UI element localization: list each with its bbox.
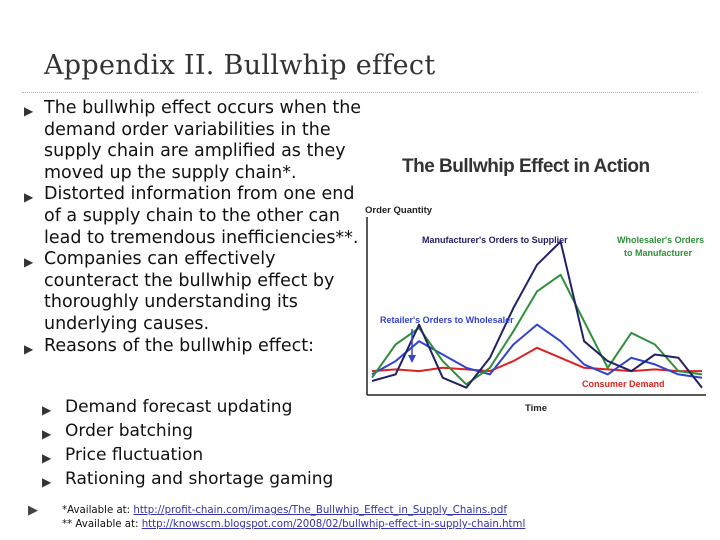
- bullet-arrow-icon: ▶: [24, 104, 34, 118]
- bullet-arrow-icon: ▶: [42, 427, 52, 441]
- y-axis-label: Order Quantity: [365, 205, 433, 216]
- series-line-2: [371, 273, 703, 386]
- bullet-text: The bullwhip effect occurs when the dema…: [44, 98, 362, 183]
- bullet-text: Companies can effectively counteract the…: [44, 249, 335, 334]
- bullet-arrow-icon: ▶: [42, 475, 52, 489]
- footnote-arrow-icon: ▶: [28, 503, 38, 518]
- footnote-2: ** Available at: http://knowscm.blogspot…: [28, 518, 708, 532]
- legend-label-manufacturer: Manufacturer's Orders to Supplier: [422, 235, 568, 245]
- bullet-text: Reasons of the bullwhip effect:: [44, 335, 315, 356]
- footnotes: ▶ *Available at: http://profit-chain.com…: [28, 504, 708, 532]
- sub-bullet-item: ▶ Demand forecast updating: [42, 395, 333, 419]
- footnote-2-prefix: ** Available at:: [62, 519, 142, 530]
- slide-title: Appendix II. Bullwhip effect: [44, 50, 436, 81]
- bullet-item: ▶ Companies can effectively counteract th…: [24, 249, 364, 335]
- footnote-2-link[interactable]: http://knowscm.blogspot.com/2008/02/bull…: [141, 519, 526, 530]
- footnote-1-prefix: *Available at:: [62, 505, 134, 516]
- sub-bullet-item: ▶ Order batching: [42, 419, 333, 443]
- bullet-list: ▶ The bullwhip effect occurs when the dem…: [24, 98, 364, 357]
- sub-bullet-text: Demand forecast updating: [65, 397, 293, 417]
- bullet-item: ▶ Reasons of the bullwhip effect:: [24, 336, 364, 358]
- sub-bullet-list: ▶ Demand forecast updating ▶ Order batchin…: [42, 395, 333, 491]
- series-line-0: [371, 346, 702, 373]
- title-divider: [22, 92, 698, 93]
- sub-bullet-text: Price fluctuation: [65, 445, 204, 465]
- bullet-arrow-icon: ▶: [42, 451, 52, 465]
- sub-bullet-text: Order batching: [65, 421, 193, 441]
- bullet-arrow-icon: ▶: [42, 403, 52, 417]
- bullet-item: ▶ The bullwhip effect occurs when the dem…: [24, 98, 364, 184]
- bullet-text: Distorted information from one end of a …: [44, 184, 359, 248]
- bullet-item: ▶ Distorted information from one end of a…: [24, 184, 364, 249]
- retailer-pointer-arrowhead: [408, 355, 416, 363]
- series-line-1: [371, 323, 703, 379]
- legend-label-retailer: Retailer's Orders to Wholesaler: [380, 315, 514, 325]
- sub-bullet-text: Rationing and shortage gaming: [65, 469, 334, 489]
- bullet-arrow-icon: ▶: [24, 255, 34, 270]
- footnote-1: *Available at: http://profit-chain.com/i…: [28, 504, 708, 518]
- legend-label-wholesaler: Wholesaler's Orders: [617, 235, 704, 245]
- x-axis-label: Time: [525, 403, 547, 414]
- sub-bullet-item: ▶ Rationing and shortage gaming: [42, 467, 333, 491]
- bullet-arrow-icon: ▶: [24, 190, 34, 205]
- legend-label-consumer: Consumer Demand: [582, 379, 665, 389]
- legend-label-wholesaler-line2: to Manufacturer: [624, 248, 693, 258]
- series-layer: [371, 240, 703, 389]
- sub-bullet-item: ▶ Price fluctuation: [42, 443, 333, 467]
- bullet-arrow-icon: ▶: [24, 341, 34, 356]
- bullwhip-chart: The Bullwhip Effect in Action Order Quan…: [365, 156, 706, 414]
- footnote-1-link[interactable]: http://profit-chain.com/images/The_Bullw…: [133, 505, 507, 516]
- chart-title: The Bullwhip Effect in Action: [402, 156, 650, 177]
- series-line-3: [371, 240, 703, 389]
